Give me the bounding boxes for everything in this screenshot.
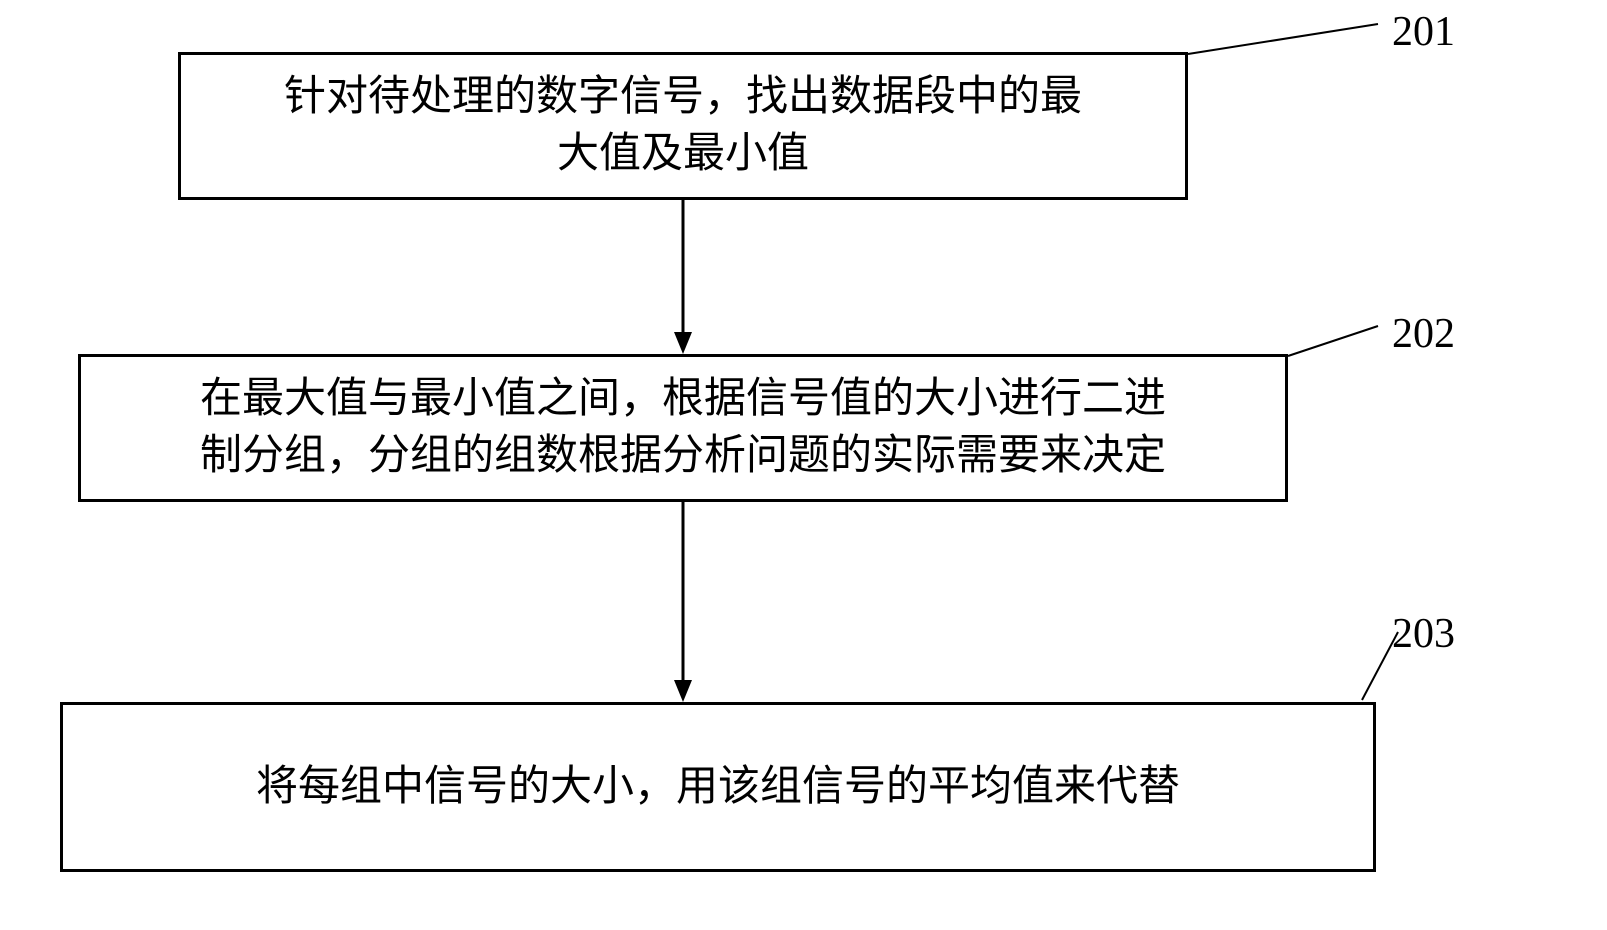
flowchart-leader-1 (1186, 22, 1380, 56)
flowchart-leader-3 (1360, 630, 1400, 702)
flowchart-node-1: 针对待处理的数字信号，找出数据段中的最 大值及最小值 (178, 52, 1188, 200)
flowchart-node-3: 将每组中信号的大小，用该组信号的平均值来代替 (60, 702, 1376, 872)
flowchart-node-1-text: 针对待处理的数字信号，找出数据段中的最 大值及最小值 (181, 69, 1185, 182)
flowchart-node-3-text: 将每组中信号的大小，用该组信号的平均值来代替 (63, 759, 1373, 816)
flowchart-canvas: 针对待处理的数字信号，找出数据段中的最 大值及最小值 201 在最大值与最小值之… (0, 0, 1607, 930)
flowchart-node-2-label: 202 (1392, 310, 1455, 358)
flowchart-node-2-text: 在最大值与最小值之间，根据信号值的大小进行二进 制分组，分组的组数根据分析问题的… (81, 371, 1285, 484)
flowchart-arrow-1-2 (670, 200, 696, 354)
flowchart-arrow-2-3 (670, 502, 696, 702)
flowchart-node-2: 在最大值与最小值之间，根据信号值的大小进行二进 制分组，分组的组数根据分析问题的… (78, 354, 1288, 502)
flowchart-node-3-label: 203 (1392, 610, 1455, 658)
flowchart-node-1-label: 201 (1392, 8, 1455, 56)
flowchart-leader-2 (1286, 324, 1380, 358)
